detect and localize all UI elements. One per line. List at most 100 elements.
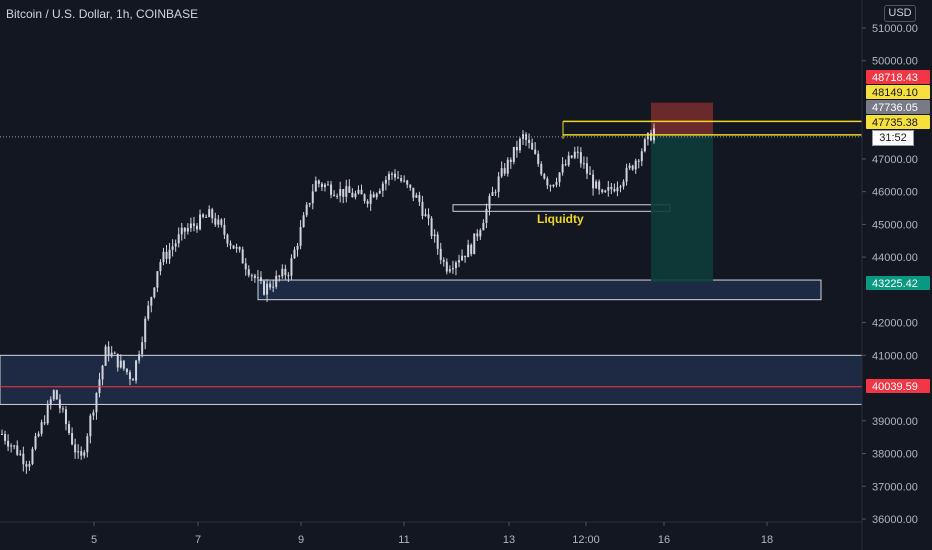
candle — [409, 184, 412, 191]
candle — [296, 242, 299, 257]
candle-body — [598, 181, 601, 190]
candle-body — [150, 297, 153, 306]
candle-body — [180, 227, 183, 235]
support-zone — [257, 279, 822, 301]
candle — [177, 227, 180, 248]
price-tick-label: 45000.00 — [872, 219, 918, 231]
candle-body — [119, 360, 122, 368]
candle-body — [378, 190, 381, 194]
candle — [336, 193, 339, 200]
candle — [132, 377, 135, 381]
candle-body — [208, 209, 211, 218]
candle — [515, 140, 518, 158]
candle — [223, 218, 226, 240]
candle-body — [211, 209, 214, 219]
candle — [320, 182, 323, 192]
candle-body — [369, 194, 372, 204]
candle — [555, 177, 558, 188]
candle — [363, 193, 366, 204]
candle — [214, 212, 217, 227]
candle-body — [579, 152, 582, 164]
candle-body — [412, 187, 415, 198]
candle-body — [546, 178, 549, 186]
candle — [58, 394, 61, 414]
price-tick-label: 39000.00 — [872, 416, 918, 428]
candle-body — [342, 189, 345, 197]
candle — [470, 243, 473, 257]
candle-body — [595, 181, 598, 189]
candle-body — [400, 178, 403, 182]
candle — [454, 260, 457, 276]
candle — [122, 360, 125, 371]
candle-body — [619, 186, 622, 188]
candle — [284, 264, 287, 280]
candle-body — [46, 403, 49, 424]
candle-body — [293, 249, 296, 259]
candle — [305, 201, 308, 218]
candle-body — [534, 149, 537, 154]
candle-body — [613, 189, 616, 192]
candle-body — [4, 434, 7, 441]
candle — [192, 216, 195, 232]
candle — [537, 150, 540, 167]
candle-body — [138, 354, 141, 361]
candle — [308, 202, 311, 208]
candle — [433, 229, 436, 243]
candle-body — [537, 153, 540, 164]
candle-body — [266, 283, 269, 295]
candle-body — [549, 185, 552, 187]
candle-body — [147, 305, 150, 319]
candle — [83, 449, 86, 459]
price-tick-label: 38000.00 — [872, 449, 918, 461]
zones-layer — [0, 102, 863, 405]
candle — [378, 188, 381, 195]
candle-body — [247, 269, 250, 276]
candle — [110, 346, 113, 358]
candle-body — [494, 191, 497, 193]
candle-body — [1, 433, 3, 435]
candle — [229, 240, 232, 250]
candle-body — [153, 287, 156, 298]
candle — [244, 257, 247, 276]
candle — [141, 336, 144, 358]
candle — [323, 183, 326, 192]
candle-body — [418, 195, 421, 202]
candle-body — [564, 164, 567, 166]
time-tick-label: 18 — [761, 534, 773, 546]
candle-body — [491, 192, 494, 196]
candle — [534, 142, 537, 155]
liquidity-annotation: Liquidty — [537, 212, 584, 226]
candle — [521, 130, 524, 146]
candle — [448, 265, 451, 274]
time-tick-label: 13 — [503, 534, 515, 546]
candle-body — [339, 189, 342, 196]
candle — [506, 157, 509, 177]
candle — [168, 242, 171, 264]
candle-body — [461, 255, 464, 261]
candle-body — [354, 193, 357, 198]
candle — [403, 175, 406, 183]
candle — [287, 272, 290, 282]
candle-body — [43, 422, 46, 424]
currency-unit-button[interactable]: USD — [884, 5, 916, 22]
candle-body — [284, 268, 287, 276]
candle — [220, 218, 223, 228]
candle — [467, 239, 470, 258]
candle — [55, 389, 58, 400]
candle — [226, 233, 229, 248]
candle-body — [128, 372, 131, 380]
candle-body — [506, 159, 509, 174]
candle-body — [125, 368, 128, 373]
candle-body — [509, 159, 512, 162]
candle-body — [448, 269, 451, 272]
candle — [1, 429, 3, 435]
candle-body — [479, 230, 482, 237]
candle-body — [302, 215, 305, 228]
candle-body — [272, 286, 275, 288]
candle — [19, 450, 22, 457]
candle-body — [16, 445, 19, 455]
candle-body — [290, 258, 293, 276]
candle — [442, 257, 445, 267]
candle-body — [421, 201, 424, 217]
